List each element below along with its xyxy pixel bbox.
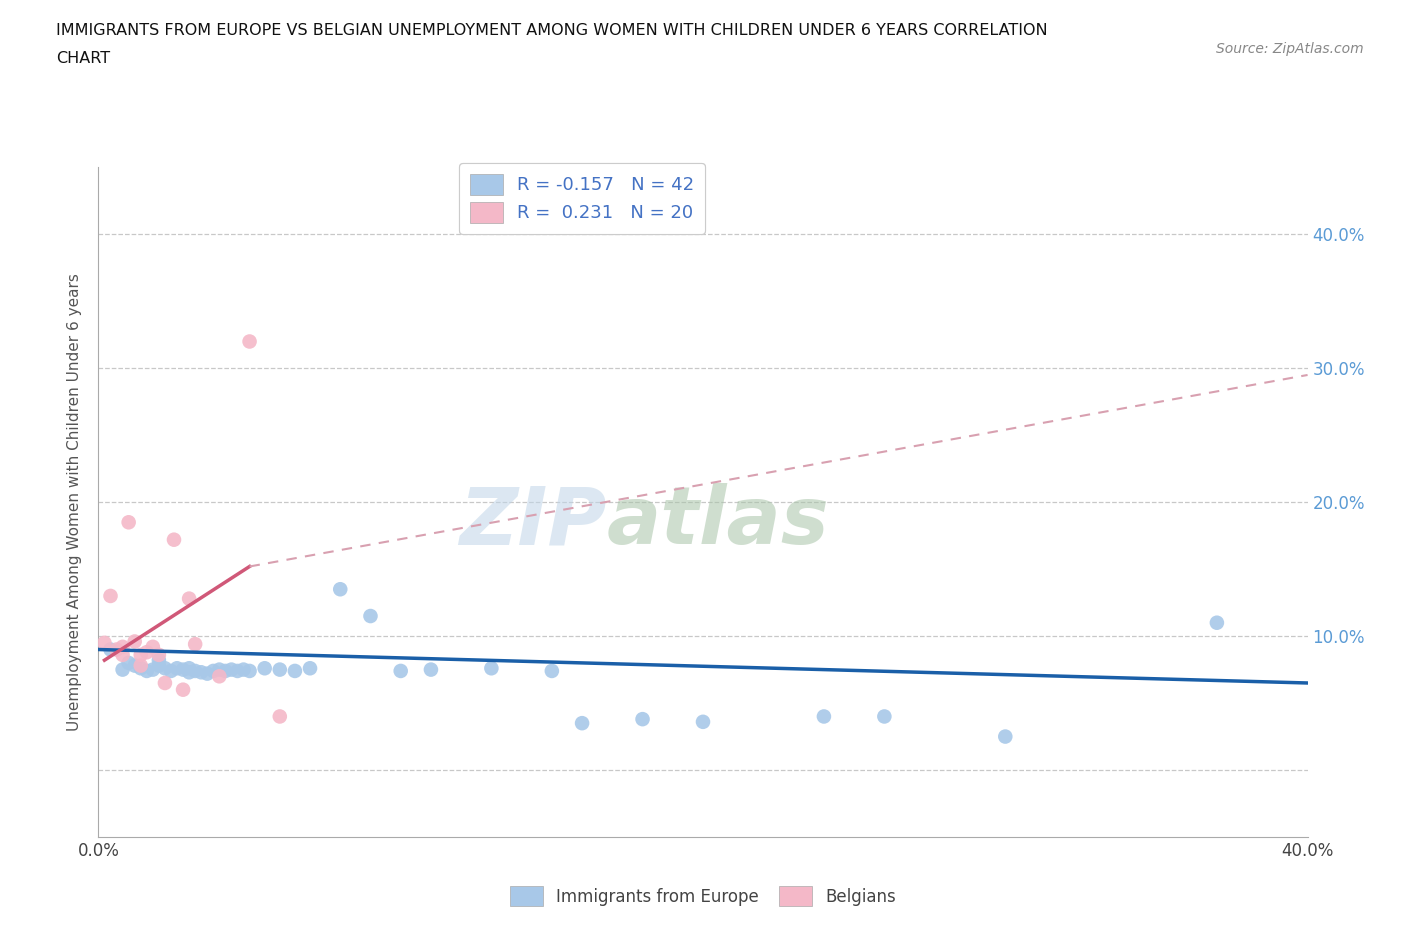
Point <box>195 666 218 681</box>
Point <box>329 582 352 597</box>
Point <box>873 709 896 724</box>
Point <box>540 663 562 678</box>
Y-axis label: Unemployment Among Women with Children Under 6 years: Unemployment Among Women with Children U… <box>67 273 83 731</box>
Point <box>118 515 141 530</box>
Point <box>129 647 152 662</box>
Point <box>100 589 122 604</box>
Point <box>299 661 322 676</box>
Point <box>208 662 231 677</box>
Point <box>163 532 186 547</box>
Point <box>571 716 593 731</box>
Point <box>239 334 262 349</box>
Point <box>142 662 165 677</box>
Point <box>172 662 194 677</box>
Point <box>111 662 134 677</box>
Point <box>214 663 236 678</box>
Point <box>284 663 307 678</box>
Point <box>253 661 276 676</box>
Text: Source: ZipAtlas.com: Source: ZipAtlas.com <box>1216 42 1364 56</box>
Point <box>129 661 152 676</box>
Point <box>100 642 122 657</box>
Point <box>179 591 201 606</box>
Point <box>135 644 157 659</box>
Point <box>153 675 176 690</box>
Point <box>813 709 835 724</box>
Point <box>239 663 262 678</box>
Point <box>172 683 194 698</box>
Point <box>184 663 207 678</box>
Point <box>994 729 1017 744</box>
Point <box>360 608 382 623</box>
Legend: R = -0.157   N = 42, R =  0.231   N = 20: R = -0.157 N = 42, R = 0.231 N = 20 <box>460 163 704 233</box>
Text: CHART: CHART <box>56 51 110 66</box>
Point <box>221 662 243 677</box>
Point <box>232 662 254 677</box>
Point <box>420 662 443 677</box>
Point <box>179 665 201 680</box>
Point <box>160 663 183 678</box>
Point <box>148 647 170 662</box>
Point <box>202 663 225 678</box>
Point <box>269 709 291 724</box>
Point <box>148 653 170 668</box>
Point <box>129 658 152 673</box>
Point <box>481 661 503 676</box>
Text: ZIP: ZIP <box>458 484 606 562</box>
Legend: Immigrants from Europe, Belgians: Immigrants from Europe, Belgians <box>503 880 903 912</box>
Point <box>389 663 412 678</box>
Point <box>124 658 146 673</box>
Point <box>179 661 201 676</box>
Point <box>142 640 165 655</box>
Text: atlas: atlas <box>606 484 830 562</box>
Point <box>118 656 141 671</box>
Text: IMMIGRANTS FROM EUROPE VS BELGIAN UNEMPLOYMENT AMONG WOMEN WITH CHILDREN UNDER 6: IMMIGRANTS FROM EUROPE VS BELGIAN UNEMPL… <box>56 23 1047 38</box>
Point <box>692 714 714 729</box>
Point <box>111 647 134 662</box>
Point <box>148 658 170 673</box>
Point <box>135 663 157 678</box>
Point <box>226 663 249 678</box>
Point <box>111 640 134 655</box>
Point <box>184 637 207 652</box>
Point <box>269 662 291 677</box>
Point <box>208 669 231 684</box>
Point <box>153 661 176 676</box>
Point <box>166 661 188 676</box>
Point <box>190 665 212 680</box>
Point <box>93 635 115 650</box>
Point <box>124 634 146 649</box>
Point <box>1206 616 1229 631</box>
Point <box>105 642 128 657</box>
Point <box>631 711 654 726</box>
